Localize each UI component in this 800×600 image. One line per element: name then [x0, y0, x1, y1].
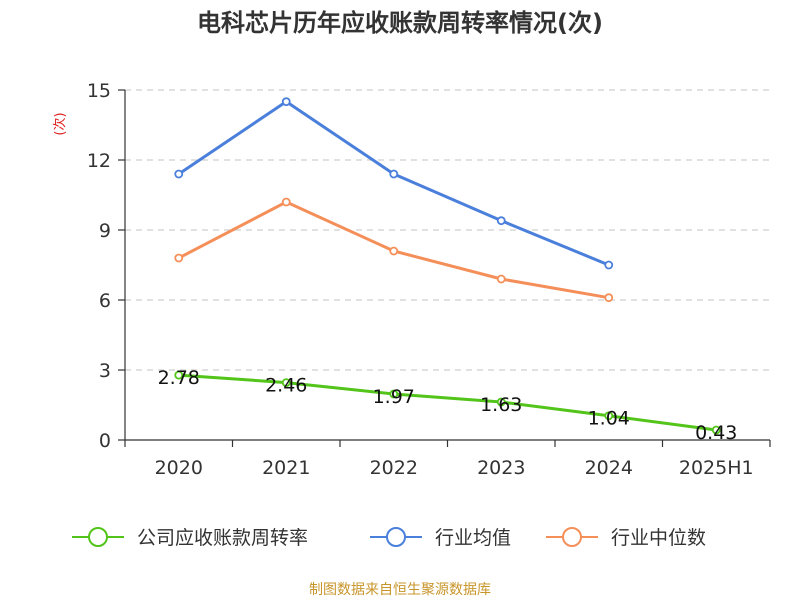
- data-point: [281, 197, 291, 207]
- y-tick-label: 12: [87, 150, 111, 172]
- data-point: [711, 425, 721, 435]
- data-label: 0.43: [695, 422, 737, 444]
- data-point: [389, 169, 399, 179]
- x-tick-label: 2024: [585, 457, 633, 479]
- data-point: [389, 246, 399, 256]
- y-tick-label: 6: [99, 290, 111, 312]
- data-labels: 2.78 2.46 1.97 1.63 1.04 0.43: [158, 367, 738, 444]
- data-point: [174, 169, 184, 179]
- chart-title: 电科芯片历年应收账款周转率情况(次): [197, 9, 603, 37]
- data-point: [281, 378, 291, 388]
- data-label: 1.97: [373, 386, 415, 408]
- series-line-1: [178, 373, 717, 432]
- x-tick-label: 2021: [262, 457, 310, 479]
- data-label: 1.04: [588, 408, 630, 430]
- legend-label: 公司应收账款周转率: [137, 527, 308, 549]
- data-label: 1.63: [480, 394, 522, 416]
- legend-marker: [88, 527, 108, 547]
- x-tick-label: 2022: [370, 457, 418, 479]
- legend: 公司应收账款周转率 行业均值 行业中位数: [72, 527, 706, 549]
- data-point: [604, 293, 614, 303]
- legend-label: 行业均值: [435, 527, 511, 549]
- data-point: [604, 260, 614, 270]
- source-note: 制图数据来自恒生聚源数据库: [309, 582, 491, 598]
- series-line-2: [177, 100, 610, 267]
- data-point: [174, 370, 184, 380]
- y-tick-label: 3: [99, 360, 111, 382]
- y-tick-label: 15: [87, 80, 111, 102]
- x-tick-label: 2025H1: [679, 457, 754, 479]
- data-point: [496, 274, 506, 284]
- data-label: 2.78: [158, 367, 200, 389]
- y-tick-label: 9: [99, 220, 111, 242]
- x-tick-label: 2020: [155, 457, 203, 479]
- y-tick-label: 0: [99, 430, 111, 452]
- legend-marker: [562, 527, 582, 547]
- data-point: [496, 216, 506, 226]
- data-point: [604, 411, 614, 421]
- data-point: [174, 253, 184, 263]
- data-point: [281, 97, 291, 107]
- data-point: [389, 389, 399, 399]
- gridlines: [125, 89, 770, 371]
- axes: 0 3 6 9 12 15 2020 2021 2022 2023 2024 2025H1: [87, 80, 771, 479]
- data-label: 2.46: [265, 375, 307, 397]
- legend-marker: [386, 527, 406, 547]
- series-layer: [174, 97, 721, 435]
- y-axis-label: (次): [52, 112, 68, 135]
- legend-label: 行业中位数: [611, 527, 706, 549]
- data-point: [496, 397, 506, 407]
- x-tick-label: 2023: [477, 457, 525, 479]
